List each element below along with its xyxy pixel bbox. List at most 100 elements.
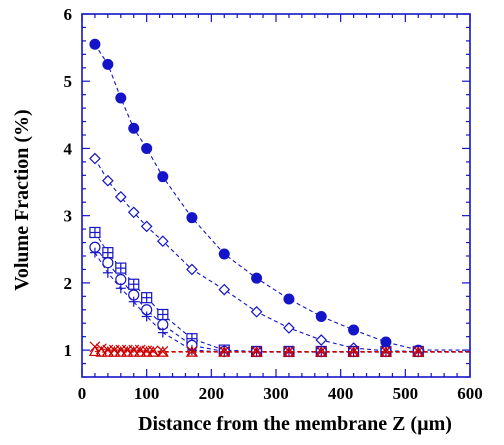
- x-axis-title: Distance from the membrane Z (µm): [138, 413, 452, 435]
- axis-ticks: [81, 13, 471, 378]
- data-point: [348, 324, 360, 336]
- x-tick-label: 600: [457, 384, 483, 403]
- data-point: [101, 345, 114, 357]
- data-point-d2: [186, 346, 198, 357]
- data-point: [185, 345, 198, 357]
- data-point: [250, 305, 263, 318]
- data-point: [157, 308, 169, 321]
- data-point-d2: [218, 346, 230, 357]
- data-point: [89, 226, 101, 239]
- data-point: [218, 248, 230, 260]
- data-point-d2: [380, 346, 392, 357]
- data-point: [157, 327, 168, 338]
- data-point: [108, 345, 121, 357]
- data-point: [140, 220, 153, 233]
- x-tick-label: 0: [78, 384, 87, 403]
- data-point: [250, 345, 263, 357]
- data-point: [102, 267, 113, 278]
- series-line: [94, 232, 470, 353]
- y-axis-title: Volume Fraction (%): [11, 109, 33, 290]
- data-point: [282, 345, 295, 357]
- series-2: [89, 152, 470, 358]
- data-point: [89, 247, 100, 258]
- plot-marks: [88, 38, 470, 358]
- data-point: [141, 292, 153, 304]
- series-line: [94, 44, 470, 351]
- data-point: [140, 345, 153, 357]
- y-tick-label: 5: [64, 72, 73, 91]
- data-point: [102, 58, 114, 70]
- data-point: [186, 263, 198, 276]
- data-point: [315, 334, 328, 346]
- data-point: [315, 311, 327, 322]
- data-point: [379, 345, 392, 357]
- data-point: [88, 345, 101, 357]
- data-point: [186, 212, 198, 224]
- data-point: [156, 235, 169, 248]
- y-tick-label: 6: [64, 5, 73, 24]
- data-point-d2: [412, 346, 424, 357]
- data-point: [157, 346, 169, 357]
- data-point: [89, 152, 101, 165]
- y-tick-label: 1: [64, 341, 73, 360]
- y-tick-labels: 1 2 3 4 5 6: [64, 5, 73, 360]
- data-point: [218, 283, 231, 296]
- data-point: [102, 247, 114, 259]
- data-point: [134, 345, 147, 357]
- x-tick-label: 500: [393, 384, 419, 403]
- data-point-d2: [157, 346, 169, 357]
- data-point: [115, 273, 127, 286]
- x-tick-label: 100: [134, 384, 160, 403]
- data-point-d2: [283, 346, 295, 357]
- series-3: [89, 226, 470, 358]
- data-point: [347, 345, 360, 357]
- data-point: [102, 174, 114, 187]
- y-tick-label: 2: [64, 274, 73, 293]
- data-point-d2: [315, 346, 327, 357]
- series-line: [94, 346, 470, 353]
- series-1: [89, 38, 470, 356]
- data-point: [115, 283, 126, 294]
- data-point: [412, 346, 424, 357]
- series-line: [94, 350, 470, 353]
- data-point-d2: [348, 346, 360, 357]
- series-line: [94, 158, 470, 353]
- plot-frame: [81, 13, 471, 378]
- data-point: [102, 257, 114, 269]
- data-point: [156, 345, 169, 357]
- data-point: [115, 92, 127, 104]
- data-point: [121, 345, 134, 357]
- data-point: [251, 346, 263, 357]
- data-point: [412, 345, 425, 357]
- data-point: [89, 38, 101, 50]
- data-point: [147, 345, 160, 357]
- data-point: [128, 296, 139, 307]
- data-point: [380, 346, 392, 357]
- data-point: [114, 190, 127, 203]
- data-point: [114, 345, 127, 357]
- data-point: [128, 278, 140, 290]
- data-point: [157, 171, 169, 183]
- data-point: [186, 346, 198, 357]
- y-tick-label: 3: [64, 207, 73, 226]
- data-point: [315, 345, 328, 357]
- data-point: [283, 346, 295, 357]
- data-point: [141, 311, 152, 322]
- data-point: [251, 272, 263, 284]
- data-point: [95, 345, 108, 357]
- data-point: [348, 346, 360, 357]
- data-point: [128, 122, 140, 134]
- x-tick-label: 300: [263, 384, 289, 403]
- data-point: [283, 322, 295, 334]
- data-point: [127, 345, 140, 357]
- data-point: [283, 293, 295, 305]
- data-point: [127, 206, 140, 219]
- data-point: [115, 262, 127, 274]
- x-tick-label: 400: [328, 384, 354, 403]
- x-tick-labels: 0 100 200 300 400 500 600: [78, 384, 483, 403]
- x-tick-label: 200: [199, 384, 225, 403]
- data-point: [218, 345, 231, 357]
- data-point: [218, 346, 230, 357]
- series-7: [88, 345, 470, 357]
